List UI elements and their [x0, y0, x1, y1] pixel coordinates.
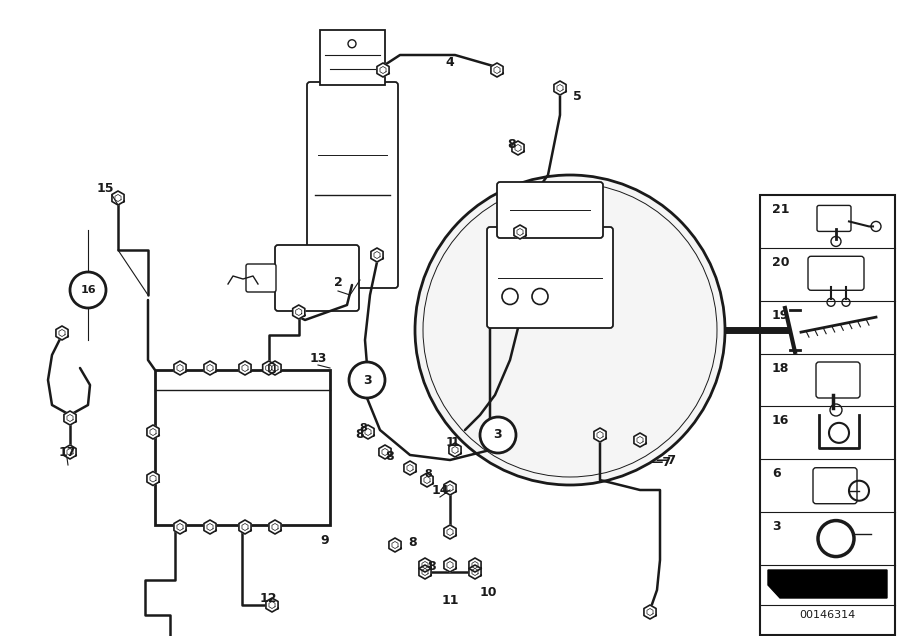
Polygon shape — [56, 326, 68, 340]
Text: 19: 19 — [772, 308, 789, 322]
Text: 8: 8 — [356, 429, 364, 441]
Polygon shape — [644, 605, 656, 619]
Text: 2: 2 — [334, 277, 342, 289]
Text: 10: 10 — [479, 586, 497, 600]
FancyBboxPatch shape — [760, 195, 895, 635]
Text: 5: 5 — [572, 90, 581, 104]
Polygon shape — [269, 520, 281, 534]
Text: —7: —7 — [650, 457, 671, 469]
FancyBboxPatch shape — [246, 264, 276, 292]
Polygon shape — [112, 191, 124, 205]
Text: 8: 8 — [386, 450, 394, 464]
Polygon shape — [418, 565, 431, 579]
Polygon shape — [64, 411, 76, 425]
Text: 11: 11 — [441, 593, 459, 607]
Text: 15: 15 — [96, 181, 113, 195]
Circle shape — [349, 362, 385, 398]
Text: 12: 12 — [259, 591, 277, 604]
Polygon shape — [266, 598, 278, 612]
Polygon shape — [204, 520, 216, 534]
FancyBboxPatch shape — [497, 182, 603, 238]
FancyBboxPatch shape — [487, 227, 613, 328]
Text: 16: 16 — [772, 415, 789, 427]
Text: —7: —7 — [655, 453, 676, 466]
Text: 9: 9 — [320, 534, 329, 546]
Polygon shape — [491, 63, 503, 77]
Polygon shape — [174, 361, 186, 375]
Text: 8: 8 — [424, 469, 432, 479]
Polygon shape — [594, 428, 606, 442]
Polygon shape — [469, 558, 482, 572]
Polygon shape — [371, 248, 383, 262]
Text: 8: 8 — [508, 137, 517, 151]
Text: 14: 14 — [431, 483, 449, 497]
Polygon shape — [147, 471, 159, 485]
Circle shape — [70, 272, 106, 308]
Polygon shape — [362, 425, 374, 439]
Polygon shape — [389, 538, 401, 552]
Polygon shape — [292, 305, 305, 319]
Circle shape — [415, 175, 725, 485]
Polygon shape — [449, 443, 461, 457]
Circle shape — [502, 289, 518, 305]
Polygon shape — [204, 361, 216, 375]
Polygon shape — [404, 461, 416, 475]
Text: 1: 1 — [446, 436, 454, 448]
Text: 1: 1 — [451, 436, 459, 448]
Polygon shape — [469, 565, 482, 579]
Polygon shape — [269, 361, 281, 375]
Polygon shape — [64, 445, 76, 459]
Polygon shape — [238, 520, 251, 534]
Text: 6: 6 — [772, 467, 780, 480]
Text: 17: 17 — [58, 445, 76, 459]
FancyBboxPatch shape — [155, 370, 330, 525]
Text: 8: 8 — [409, 536, 418, 548]
FancyBboxPatch shape — [808, 256, 864, 290]
Text: 13: 13 — [310, 352, 327, 364]
Polygon shape — [514, 225, 526, 239]
FancyBboxPatch shape — [307, 82, 398, 288]
Text: 16: 16 — [80, 285, 95, 295]
Polygon shape — [379, 445, 392, 459]
Text: 21: 21 — [772, 203, 789, 216]
FancyBboxPatch shape — [813, 467, 857, 504]
FancyBboxPatch shape — [817, 205, 851, 232]
FancyBboxPatch shape — [320, 30, 385, 85]
Text: 3: 3 — [772, 520, 780, 533]
Circle shape — [480, 417, 516, 453]
Text: 18: 18 — [772, 362, 789, 375]
Polygon shape — [554, 81, 566, 95]
Polygon shape — [512, 141, 524, 155]
Polygon shape — [174, 520, 186, 534]
Polygon shape — [238, 361, 251, 375]
Text: 3: 3 — [494, 429, 502, 441]
Circle shape — [532, 289, 548, 305]
FancyBboxPatch shape — [275, 245, 359, 311]
Polygon shape — [444, 558, 456, 572]
Polygon shape — [421, 473, 433, 487]
FancyBboxPatch shape — [816, 362, 860, 398]
Polygon shape — [444, 481, 456, 495]
Polygon shape — [444, 525, 456, 539]
Text: 8: 8 — [428, 560, 436, 574]
Polygon shape — [147, 425, 159, 439]
Text: 4: 4 — [446, 55, 454, 69]
Text: 8: 8 — [359, 423, 367, 433]
Polygon shape — [263, 361, 274, 375]
Polygon shape — [377, 63, 389, 77]
Polygon shape — [634, 433, 646, 447]
Text: 20: 20 — [772, 256, 789, 269]
Text: 3: 3 — [363, 373, 372, 387]
Text: 00146314: 00146314 — [799, 610, 855, 620]
Polygon shape — [768, 570, 887, 598]
Polygon shape — [418, 558, 431, 572]
